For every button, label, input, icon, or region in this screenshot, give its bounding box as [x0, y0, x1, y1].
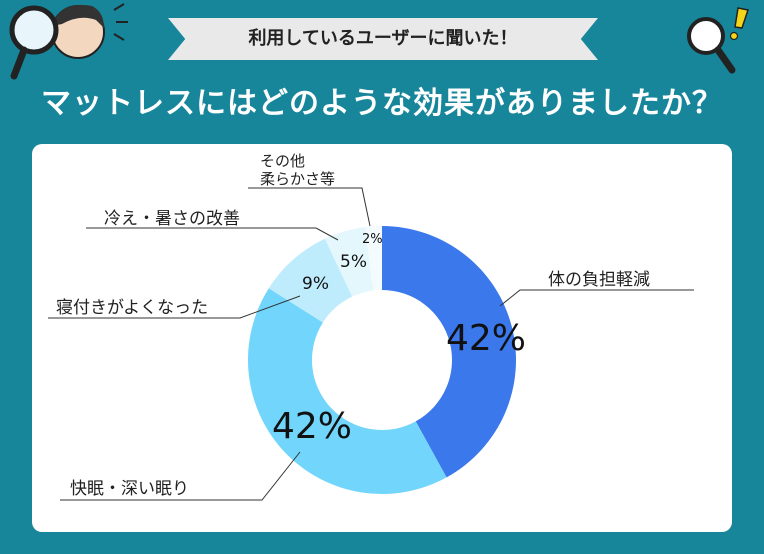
label-cold-heat: 冷え・暑さの改善 — [104, 209, 240, 229]
leader-line-other — [248, 187, 371, 227]
magnifier-person-icon — [9, 3, 128, 80]
donut-slice-3 — [324, 227, 374, 297]
banner-text: 利用しているユーザーに聞いた！ — [248, 28, 518, 49]
pct-falling-asleep: 9% — [302, 274, 329, 294]
donut-slice-4 — [365, 226, 382, 291]
donut-slice-0 — [382, 226, 516, 478]
leader-line-cold-heat — [86, 227, 339, 241]
donut-slice-2 — [268, 238, 353, 323]
label-body-burden: 体の負担軽減 — [548, 270, 650, 290]
leader-line-body — [499, 289, 694, 307]
leader-line-sleep — [60, 451, 301, 501]
leader-line-falling-asleep — [48, 295, 301, 319]
label-falling-asleep: 寝付きがよくなった — [56, 298, 209, 318]
banner-shape — [168, 18, 598, 60]
label-other-line1: その他 — [260, 152, 306, 170]
magnifier-exclamation-icon — [687, 7, 749, 74]
pct-body-burden: 42% — [446, 318, 527, 359]
chart-title: マットレスにはどのような効果がありましたか？ — [41, 86, 723, 121]
label-deep-sleep: 快眠・深い眠り — [70, 479, 189, 499]
leader-lines — [48, 187, 694, 501]
pct-other: 2% — [362, 232, 383, 247]
donut-slice-1 — [247, 288, 447, 494]
pct-deep-sleep: 42% — [272, 406, 353, 447]
label-other-line2: 柔らかさ等 — [260, 170, 336, 188]
pct-cold-heat: 5% — [340, 252, 367, 272]
